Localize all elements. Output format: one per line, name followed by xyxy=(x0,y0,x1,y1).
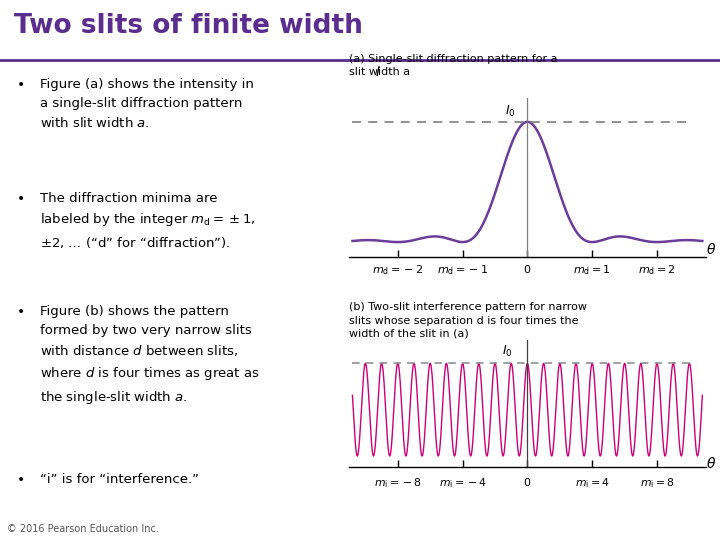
Text: $m_{\mathrm{d}} = -1$: $m_{\mathrm{d}} = -1$ xyxy=(437,263,488,277)
Text: $m_{\mathrm{d}} = -2$: $m_{\mathrm{d}} = -2$ xyxy=(372,263,423,277)
Text: Figure (a) shows the intensity in
a single-slit diffraction pattern
with slit wi: Figure (a) shows the intensity in a sing… xyxy=(40,78,254,130)
Text: Two slits of finite width: Two slits of finite width xyxy=(14,13,364,39)
Text: $m_{\mathrm{i}} = -8$: $m_{\mathrm{i}} = -8$ xyxy=(374,476,422,490)
Text: $I$: $I$ xyxy=(375,65,381,79)
Text: The diffraction minima are
labeled by the integer $m_{\mathrm{d}} = \pm 1$,
$\pm: The diffraction minima are labeled by th… xyxy=(40,192,256,250)
Text: $\theta$: $\theta$ xyxy=(706,456,716,471)
Text: $m_{\mathrm{d}} = 1$: $m_{\mathrm{d}} = 1$ xyxy=(573,263,611,277)
Text: $0$: $0$ xyxy=(523,263,531,275)
Text: “i” is for “interference.”: “i” is for “interference.” xyxy=(40,473,199,486)
Text: •: • xyxy=(17,473,25,487)
Text: •: • xyxy=(17,78,25,92)
Text: •: • xyxy=(17,305,25,319)
Text: © 2016 Pearson Education Inc.: © 2016 Pearson Education Inc. xyxy=(7,524,159,534)
Text: $0$: $0$ xyxy=(523,476,531,488)
Text: (b) Two-slit interference pattern for narrow
slits whose separation d is four ti: (b) Two-slit interference pattern for na… xyxy=(349,302,588,339)
Text: $I_0$: $I_0$ xyxy=(503,343,513,359)
Text: $m_{\mathrm{i}} = 4$: $m_{\mathrm{i}} = 4$ xyxy=(575,476,610,490)
Text: $m_{\mathrm{i}} = 8$: $m_{\mathrm{i}} = 8$ xyxy=(640,476,674,490)
Text: •: • xyxy=(17,192,25,206)
Text: Figure (b) shows the pattern
formed by two very narrow slits
with distance $d$ b: Figure (b) shows the pattern formed by t… xyxy=(40,305,260,406)
Text: (a) Single-slit diffraction pattern for a
slit width a: (a) Single-slit diffraction pattern for … xyxy=(349,54,558,77)
Text: $I_0$: $I_0$ xyxy=(505,104,516,119)
Text: $m_{\mathrm{d}} = 2$: $m_{\mathrm{d}} = 2$ xyxy=(638,263,676,277)
Text: $\theta$: $\theta$ xyxy=(706,242,716,257)
Text: $m_{\mathrm{i}} = -4$: $m_{\mathrm{i}} = -4$ xyxy=(438,476,487,490)
